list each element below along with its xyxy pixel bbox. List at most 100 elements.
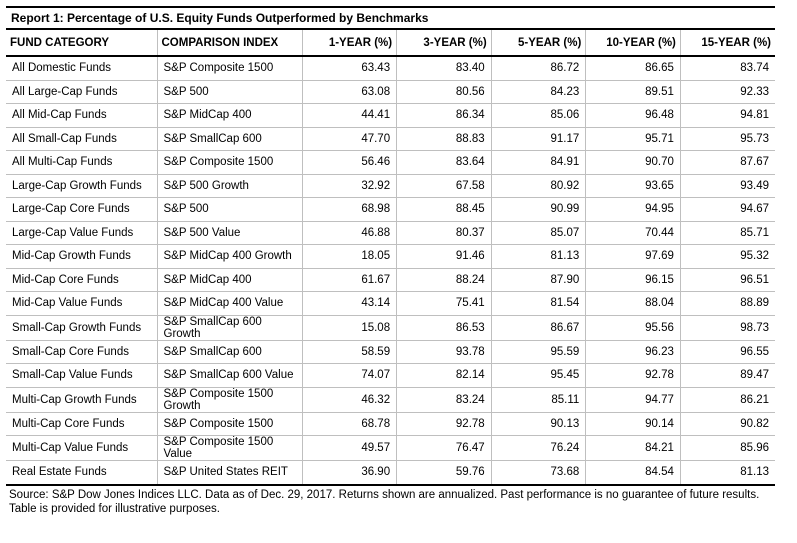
year-10-cell: 94.77 [585,387,681,413]
table-row: All Domestic Funds S&P Composite 1500 63.4… [6,56,775,81]
comparison-index-cell: S&P United States REIT [157,460,303,486]
year-5-cell: 85.06 [491,103,587,128]
year-1-cell: 61.67 [302,268,398,292]
fund-category-cell: All Mid-Cap Funds [6,103,158,128]
year-5-cell: 90.13 [491,412,587,436]
year-10-cell: 86.65 [585,56,681,81]
table-row: Large-Cap Value Funds S&P 500 Value 46.88 8… [6,221,775,245]
col-header-fund-category: FUND CATEGORY [6,30,158,57]
year-1-cell: 74.07 [302,363,398,388]
year-1-cell: 32.92 [302,174,398,198]
comparison-index-cell: S&P 500 [157,80,303,104]
year-15-cell: 93.49 [680,174,775,198]
year-1-cell: 44.41 [302,103,398,128]
year-5-cell: 81.54 [491,291,587,316]
fund-category-cell: Multi-Cap Growth Funds [6,387,158,413]
table-row: Mid-Cap Core Funds S&P MidCap 400 61.67 88.… [6,268,775,292]
year-3-cell: 83.40 [396,56,492,81]
year-3-cell: 88.83 [396,127,492,151]
year-3-cell: 86.53 [396,315,492,341]
year-5-cell: 86.67 [491,315,587,341]
year-10-cell: 92.78 [585,363,681,388]
year-15-cell: 96.55 [680,340,775,364]
year-1-cell: 18.05 [302,244,398,269]
year-5-cell: 95.45 [491,363,587,388]
fund-category-cell: Multi-Cap Value Funds [6,435,158,461]
comparison-index-cell: S&P Composite 1500 Value [157,435,303,461]
year-15-cell: 81.13 [680,460,775,486]
table-row: All Large-Cap Funds S&P 500 63.08 80.56 84.2… [6,80,775,104]
table-row: Small-Cap Value Funds S&P SmallCap 600 Va… [6,363,775,388]
year-10-cell: 96.15 [585,268,681,292]
year-15-cell: 90.82 [680,412,775,436]
comparison-index-cell: S&P 500 [157,197,303,222]
fund-category-cell: Large-Cap Value Funds [6,221,158,245]
fund-category-cell: All Multi-Cap Funds [6,150,158,175]
col-header-5-year: 5-YEAR (%) [491,30,587,57]
table-row: Real Estate Funds S&P United States REIT 3… [6,460,775,486]
year-1-cell: 46.88 [302,221,398,245]
year-10-cell: 93.65 [585,174,681,198]
year-5-cell: 87.90 [491,268,587,292]
table-row: Mid-Cap Growth Funds S&P MidCap 400 Growt… [6,244,775,269]
year-5-cell: 73.68 [491,460,587,486]
year-5-cell: 85.07 [491,221,587,245]
year-5-cell: 95.59 [491,340,587,364]
year-1-cell: 63.08 [302,80,398,104]
year-15-cell: 94.67 [680,197,775,222]
table-row: Multi-Cap Value Funds S&P Composite 1500 … [6,435,775,461]
year-5-cell: 85.11 [491,387,587,413]
fund-category-cell: Small-Cap Core Funds [6,340,158,364]
year-3-cell: 92.78 [396,412,492,436]
report-title: Report 1: Percentage of U.S. Equity Fund… [6,6,775,30]
comparison-index-cell: S&P Composite 1500 [157,412,303,436]
table-row: Mid-Cap Value Funds S&P MidCap 400 Value 4… [6,291,775,316]
year-3-cell: 83.64 [396,150,492,175]
col-header-1-year: 1-YEAR (%) [302,30,398,57]
year-10-cell: 89.51 [585,80,681,104]
year-3-cell: 76.47 [396,435,492,461]
comparison-index-cell: S&P Composite 1500 Growth [157,387,303,413]
table-row: All Multi-Cap Funds S&P Composite 1500 56.… [6,150,775,175]
fund-category-cell: All Domestic Funds [6,56,158,81]
year-1-cell: 58.59 [302,340,398,364]
comparison-index-cell: S&P 500 Value [157,221,303,245]
col-header-comparison-index: COMPARISON INDEX [157,30,303,57]
table-row: Small-Cap Core Funds S&P SmallCap 600 58.5… [6,340,775,364]
year-1-cell: 36.90 [302,460,398,486]
year-10-cell: 88.04 [585,291,681,316]
comparison-index-cell: S&P MidCap 400 Value [157,291,303,316]
year-1-cell: 56.46 [302,150,398,175]
report: Report 1: Percentage of U.S. Equity Fund… [6,6,775,516]
year-5-cell: 76.24 [491,435,587,461]
year-1-cell: 49.57 [302,435,398,461]
year-1-cell: 43.14 [302,291,398,316]
year-15-cell: 89.47 [680,363,775,388]
fund-category-cell: Large-Cap Growth Funds [6,174,158,198]
year-10-cell: 84.54 [585,460,681,486]
year-3-cell: 88.24 [396,268,492,292]
fund-category-cell: Multi-Cap Core Funds [6,412,158,436]
year-1-cell: 68.78 [302,412,398,436]
year-15-cell: 85.71 [680,221,775,245]
comparison-index-cell: S&P Composite 1500 [157,56,303,81]
table-row: Multi-Cap Core Funds S&P Composite 1500 68… [6,412,775,436]
year-3-cell: 88.45 [396,197,492,222]
year-15-cell: 98.73 [680,315,775,341]
comparison-index-cell: S&P Composite 1500 [157,150,303,175]
year-3-cell: 59.76 [396,460,492,486]
source-note: Source: S&P Dow Jones Indices LLC. Data … [9,488,760,515]
year-10-cell: 90.70 [585,150,681,175]
fund-category-cell: Large-Cap Core Funds [6,197,158,222]
year-5-cell: 91.17 [491,127,587,151]
year-10-cell: 96.48 [585,103,681,128]
year-1-cell: 46.32 [302,387,398,413]
comparison-index-cell: S&P SmallCap 600 Value [157,363,303,388]
table-body: All Domestic Funds S&P Composite 1500 63.4… [6,56,775,486]
year-15-cell: 96.51 [680,268,775,292]
fund-category-cell: Mid-Cap Value Funds [6,291,158,316]
year-3-cell: 91.46 [396,244,492,269]
year-15-cell: 87.67 [680,150,775,175]
fund-category-cell: Small-Cap Value Funds [6,363,158,388]
fund-category-cell: Real Estate Funds [6,460,158,486]
